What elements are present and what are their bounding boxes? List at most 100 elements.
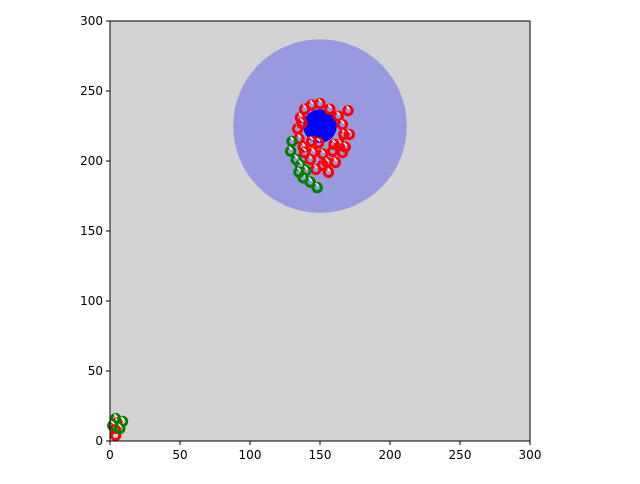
data-point bbox=[311, 181, 323, 194]
point-gap bbox=[303, 165, 309, 170]
x-tick-label: 250 bbox=[449, 448, 472, 462]
point-ring bbox=[339, 141, 351, 153]
point-ring bbox=[310, 163, 322, 176]
data-point bbox=[328, 138, 340, 150]
point-gap bbox=[324, 157, 330, 162]
point-gap bbox=[296, 167, 302, 172]
point-gap bbox=[296, 133, 302, 138]
y-tick-label: 0 bbox=[95, 434, 103, 448]
point-gap bbox=[340, 119, 345, 124]
point-ring bbox=[324, 103, 336, 115]
point-ring bbox=[338, 128, 350, 141]
point-ring bbox=[298, 103, 311, 115]
data-point bbox=[107, 419, 119, 432]
data-point bbox=[343, 128, 356, 141]
data-point bbox=[312, 137, 325, 149]
point-gap bbox=[345, 105, 351, 110]
point-gap bbox=[316, 137, 321, 142]
point-gap bbox=[327, 104, 332, 109]
data-point bbox=[314, 97, 326, 110]
point-ring bbox=[321, 156, 333, 169]
point-gap bbox=[120, 416, 125, 421]
y-tick-label: 300 bbox=[80, 14, 103, 28]
zone-layer bbox=[233, 39, 407, 213]
point-ring bbox=[293, 166, 305, 178]
point-gap bbox=[298, 112, 303, 117]
data-point bbox=[294, 111, 307, 124]
data-point bbox=[298, 146, 311, 159]
x-tick-label: 200 bbox=[379, 448, 402, 462]
point-ring bbox=[297, 141, 309, 153]
data-point bbox=[293, 166, 305, 178]
point-gap bbox=[302, 147, 307, 152]
data-point bbox=[336, 118, 349, 131]
point-gap bbox=[117, 423, 122, 428]
data-point bbox=[324, 103, 336, 115]
point-gap bbox=[343, 141, 348, 147]
x-tick-label: 50 bbox=[172, 448, 187, 462]
point-gap bbox=[320, 148, 325, 154]
point-ring bbox=[332, 110, 344, 122]
point-gap bbox=[331, 139, 337, 144]
point-gap bbox=[309, 99, 314, 105]
data-point bbox=[339, 141, 351, 153]
point-gap bbox=[337, 139, 342, 144]
point-gap bbox=[294, 154, 299, 159]
x-tick-label: 300 bbox=[519, 448, 542, 462]
point-gap bbox=[299, 118, 304, 123]
point-gap bbox=[347, 129, 352, 134]
data-point bbox=[321, 156, 333, 169]
point-ring bbox=[294, 111, 307, 124]
point-gap bbox=[308, 176, 313, 182]
data-point bbox=[296, 117, 308, 129]
point-ring bbox=[328, 138, 340, 150]
zone-circle bbox=[303, 109, 337, 143]
data-point bbox=[284, 145, 297, 157]
point-ring bbox=[298, 146, 311, 159]
point-gap bbox=[313, 164, 318, 169]
point-ring bbox=[304, 153, 316, 166]
point-gap bbox=[310, 147, 316, 152]
data-point bbox=[317, 148, 329, 160]
point-gap bbox=[333, 157, 338, 162]
point-ring bbox=[284, 145, 297, 157]
point-ring bbox=[322, 166, 335, 178]
point-ring bbox=[296, 117, 308, 129]
x-tick-label: 0 bbox=[106, 448, 114, 462]
point-gap bbox=[113, 413, 118, 418]
point-ring bbox=[312, 137, 325, 149]
point-ring bbox=[304, 176, 316, 188]
point-gap bbox=[315, 182, 320, 187]
data-point bbox=[286, 135, 298, 148]
point-gap bbox=[298, 160, 303, 165]
data-point bbox=[342, 104, 354, 117]
y-tick-label: 50 bbox=[88, 364, 103, 378]
x-axis: 0 50 100 150 200 250 300 bbox=[106, 441, 541, 462]
point-layer bbox=[107, 97, 356, 442]
point-gap bbox=[110, 420, 115, 425]
point-ring bbox=[314, 97, 326, 110]
plot-area bbox=[107, 20, 531, 442]
y-tick-label: 150 bbox=[80, 224, 103, 238]
data-point bbox=[332, 110, 344, 122]
y-tick-label: 200 bbox=[80, 154, 103, 168]
x-tick-label: 100 bbox=[239, 448, 262, 462]
data-point bbox=[304, 176, 316, 188]
point-ring bbox=[343, 128, 356, 141]
y-tick-label: 250 bbox=[80, 84, 103, 98]
point-ring bbox=[286, 135, 298, 148]
point-ring bbox=[336, 118, 349, 131]
point-ring bbox=[107, 419, 119, 432]
point-gap bbox=[336, 111, 341, 116]
x-tick-label: 150 bbox=[309, 448, 332, 462]
point-ring bbox=[317, 148, 329, 160]
data-point bbox=[298, 103, 311, 115]
y-tick-label: 100 bbox=[80, 294, 103, 308]
point-gap bbox=[289, 136, 295, 141]
data-point bbox=[310, 163, 322, 176]
y-axis: 0 50 100 150 200 250 300 bbox=[80, 14, 110, 448]
point-gap bbox=[302, 104, 307, 109]
point-ring bbox=[311, 181, 323, 194]
point-gap bbox=[317, 98, 323, 103]
